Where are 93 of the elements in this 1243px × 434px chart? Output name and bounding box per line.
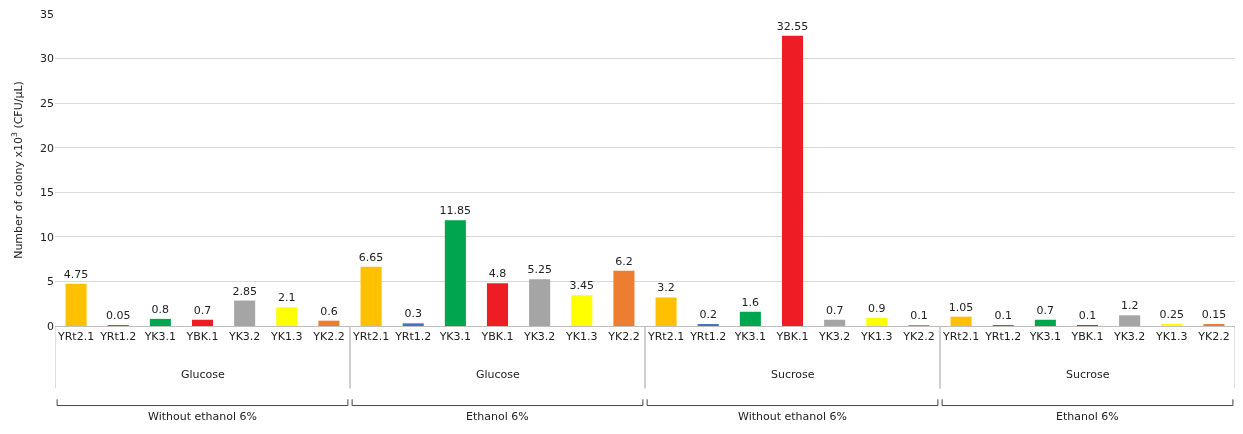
data-label: 0.1 [1078, 309, 1097, 322]
data-label: 0.2 [699, 308, 717, 321]
text: Glucose [476, 368, 521, 381]
data-label: 4.8 [488, 267, 507, 281]
text: Ethanol 6% [466, 410, 529, 423]
x-tick-label: YRt2.1 [351, 330, 390, 344]
x-tick-label: YRt1.2 [99, 330, 137, 344]
data-label: 11.85 [439, 204, 472, 218]
data-label: 1.05 [948, 300, 974, 314]
data-label: 0.3 [404, 307, 422, 321]
bar [444, 220, 466, 326]
data-label: 0.7 [193, 303, 212, 317]
bar [824, 319, 846, 326]
x-tick-label: YBK.1 [185, 330, 219, 344]
data-label: 0.15 [1201, 308, 1227, 321]
y-tick-label: 25 [40, 96, 54, 110]
data-label: 4.75 [63, 267, 89, 281]
x-tick-label: YRt2.1 [56, 330, 95, 344]
y-tick-label: 0 [47, 319, 54, 333]
x-tick-label: YK3.1 [143, 330, 177, 344]
data-label: 0.7 [825, 303, 844, 317]
bar [234, 300, 256, 326]
data-label: 0.1 [910, 309, 928, 322]
bar [739, 311, 761, 326]
bar [402, 323, 424, 326]
text: Without ethanol 6% [738, 410, 847, 423]
x-tick-label: YK1.3 [270, 330, 303, 344]
bar [866, 317, 888, 326]
bar [950, 316, 972, 326]
text: Sucrose [1066, 368, 1110, 381]
x-tick-label: YK1.3 [860, 330, 893, 344]
bar [360, 266, 382, 326]
x-tick-label: YBK.1 [775, 330, 809, 344]
x-tick-label: YK2.2 [902, 330, 935, 344]
data-label: 3.2 [657, 281, 675, 295]
bar [529, 279, 551, 326]
data-label: 0.25 [1159, 307, 1185, 321]
text: Glucose [181, 368, 226, 381]
data-label: 1.2 [1120, 299, 1139, 313]
x-tick-label: YRt2.1 [646, 330, 685, 344]
x-tick-label: YK3.1 [438, 330, 472, 344]
y-tick-label: 30 [40, 52, 54, 66]
text: Without ethanol 6% [148, 410, 257, 423]
bar [486, 283, 509, 326]
x-tick-label: YBK.1 [1070, 330, 1104, 344]
data-label: 1.6 [741, 295, 760, 309]
x-tick-label: YK1.3 [565, 330, 598, 344]
data-label: 3.45 [569, 279, 595, 293]
data-label: 0.9 [868, 301, 886, 315]
x-tick-label: YRt2.1 [941, 330, 980, 344]
y-tick-label: 15 [40, 186, 54, 200]
bar [149, 318, 171, 326]
bar [571, 295, 593, 326]
bar [276, 307, 298, 326]
y-tick-label: 10 [40, 230, 54, 244]
data-label: 6.65 [358, 250, 384, 264]
data-label: 0.1 [994, 309, 1012, 322]
x-tick-label: YK3.2 [227, 330, 261, 344]
y-tick-label: 35 [40, 7, 54, 21]
x-tick-label: YK3.2 [522, 330, 556, 344]
text: Ethanol 6% [1056, 410, 1119, 423]
x-tick-label: YRt1.2 [984, 330, 1022, 344]
bar [318, 320, 340, 326]
x-tick-label: YRt1.2 [689, 330, 727, 344]
x-tick-label: YRt1.2 [394, 330, 432, 344]
bar [1119, 315, 1141, 326]
data-label: 6.2 [615, 254, 633, 268]
x-tick-label: YK2.2 [607, 330, 640, 344]
x-tick-label: YBK.1 [480, 330, 514, 344]
data-label: 0.7 [1036, 303, 1055, 317]
bar [613, 270, 635, 326]
bar [781, 35, 804, 326]
y-tick-label: 5 [47, 275, 54, 289]
bar [65, 283, 87, 326]
text: Sucrose [771, 368, 815, 381]
data-label: 2.1 [278, 291, 296, 305]
bar [191, 319, 214, 326]
x-tick-label: YK2.2 [312, 330, 345, 344]
data-label: 0.8 [151, 302, 170, 316]
x-tick-label: YK3.1 [733, 330, 767, 344]
data-label: 0.6 [320, 304, 338, 318]
x-tick-label: YK1.3 [1155, 330, 1188, 344]
bar [1034, 319, 1056, 326]
data-label: 32.55 [776, 19, 809, 33]
bar [655, 297, 677, 326]
data-label: 2.85 [232, 284, 257, 298]
data-label: 5.25 [527, 263, 552, 277]
y-tick-label: 20 [40, 141, 54, 155]
x-tick-label: YK3.1 [1028, 330, 1062, 344]
x-tick-label: YK3.2 [817, 330, 851, 344]
data-label: 0.05 [105, 309, 131, 322]
x-tick-label: YK2.2 [1197, 330, 1230, 344]
x-tick-label: YK3.2 [1112, 330, 1146, 344]
